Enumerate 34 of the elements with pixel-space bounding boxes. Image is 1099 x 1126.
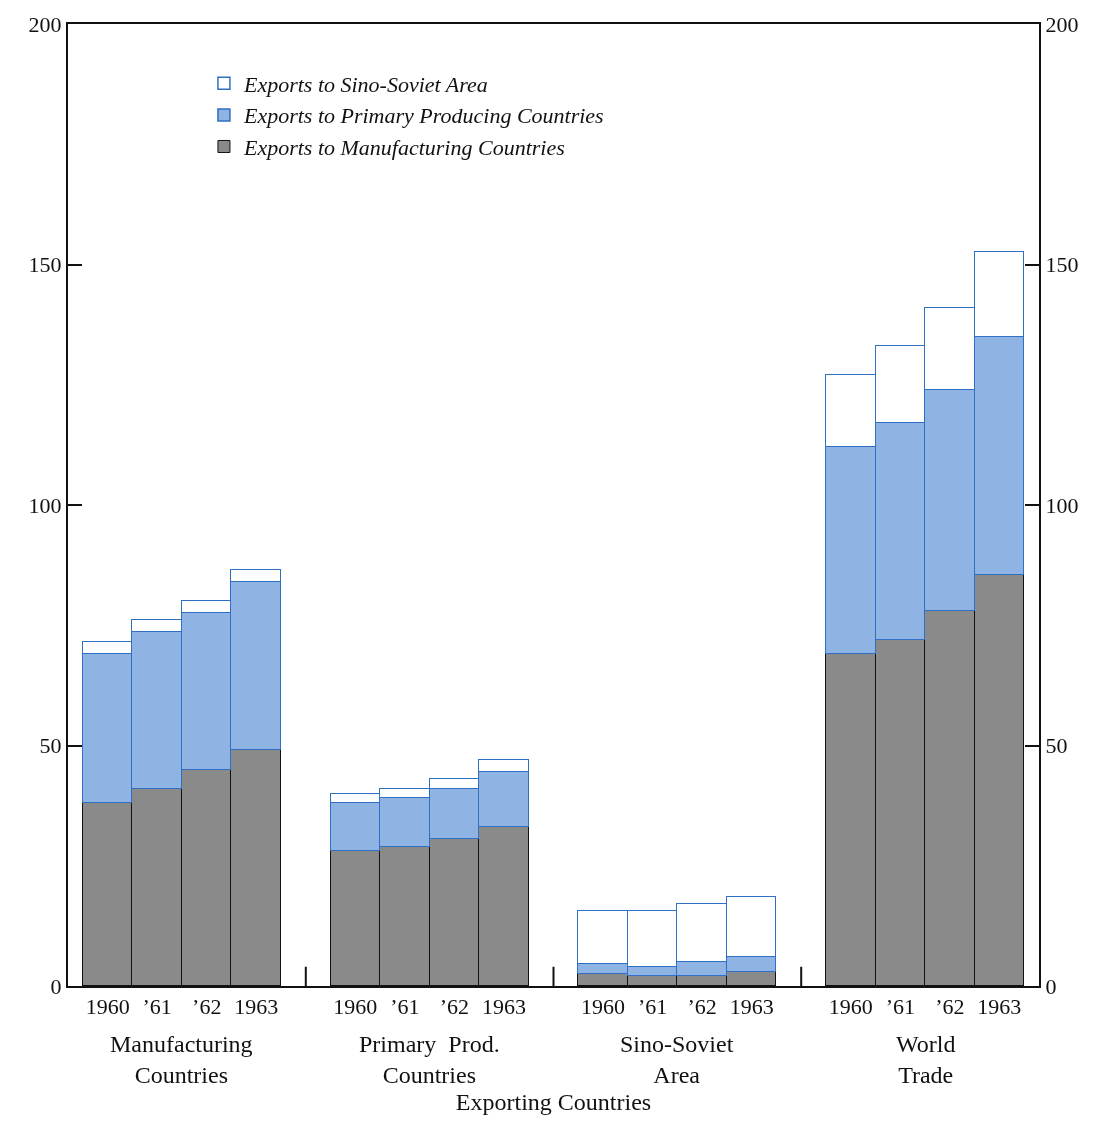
x-tick-label: 1960 — [85, 994, 130, 1020]
x-tick-label: 1960 — [581, 994, 626, 1020]
x-tick-label: 1963 — [977, 994, 1022, 1020]
x-tick-label: ’62 — [935, 994, 965, 1020]
x-tick-label: ’62 — [687, 994, 717, 1020]
x-tick-label: ’62 — [192, 994, 222, 1020]
x-axis-title: Exporting Countries — [455, 1089, 652, 1116]
text: Sino-Soviet Area — [620, 1031, 734, 1089]
legend-label: Exports to Primary Producing Countries — [242, 103, 604, 129]
x-tick-label: 1963 — [481, 994, 526, 1020]
y-tick-label: 150 — [28, 252, 62, 278]
y2-tick-label: 200 — [1045, 11, 1079, 37]
x-tick-label: 1960 — [828, 994, 873, 1020]
y2-tick-label: 0 — [1045, 973, 1057, 999]
y-tick-label: 100 — [28, 492, 62, 518]
x-tick-label: ’61 — [637, 994, 668, 1020]
legend-label: Exports to Sino-Soviet Area — [242, 71, 488, 97]
text: Primary Prod. Countries — [359, 1031, 500, 1089]
x-tick-label: 1960 — [333, 994, 378, 1020]
x-tick-label: ’61 — [390, 994, 420, 1020]
legend-label: Exports to Manufacturing Countries — [242, 135, 565, 161]
y2-tick-label: 150 — [1045, 252, 1079, 278]
y-tick-label: 200 — [28, 11, 62, 37]
x-tick-label: ’61 — [142, 994, 172, 1020]
y2-tick-label: 100 — [1045, 492, 1079, 518]
x-tick-label: 1963 — [234, 994, 279, 1020]
x-tick-label: 1963 — [729, 994, 774, 1020]
y-tick-label: 0 — [50, 973, 62, 999]
x-tick-label: ’62 — [439, 994, 470, 1020]
x-tick-label: ’61 — [885, 994, 915, 1020]
text: Manufacturing Countries — [110, 1031, 253, 1089]
text: World Trade — [896, 1031, 956, 1089]
y-tick-label: 50 — [39, 733, 62, 759]
y2-tick-label: 50 — [1045, 733, 1068, 759]
